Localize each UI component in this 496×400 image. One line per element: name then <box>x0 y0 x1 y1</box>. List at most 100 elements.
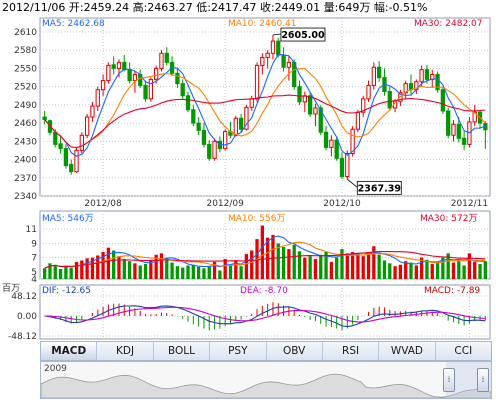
tab-boll[interactable]: BOLL <box>154 342 211 360</box>
candle-body <box>361 98 366 113</box>
volume-bar <box>74 261 79 279</box>
volume-bar <box>308 256 312 279</box>
volume-bar <box>69 267 73 279</box>
volume-bar <box>239 266 243 279</box>
price-y-tick: 2550 <box>14 64 37 74</box>
volume-bar <box>313 259 318 279</box>
candle-body <box>371 66 376 86</box>
candle-body <box>265 52 270 59</box>
navigator-left-handle[interactable]: ⁞ <box>443 368 455 392</box>
volume-bar <box>250 250 254 279</box>
candle-body <box>435 74 440 91</box>
tab-rsi[interactable]: RSI <box>323 342 380 360</box>
x-tick-label: 2012/10 <box>323 199 361 209</box>
candle-body <box>185 95 191 111</box>
candle-body <box>207 143 212 159</box>
volume-bar <box>96 255 100 279</box>
volume-bar <box>345 253 349 279</box>
dif-label: DIF: -12.65 <box>42 286 91 296</box>
volume-bar <box>218 270 222 279</box>
volume-y-tick: 7 <box>31 254 37 264</box>
candle-body <box>329 139 334 148</box>
volume-bar <box>106 247 111 279</box>
volume-bar <box>297 251 302 279</box>
candle-body <box>58 143 63 150</box>
volume-bar <box>112 250 116 279</box>
macd-value-label: MACD: -7.89 <box>424 286 481 296</box>
candle-body <box>244 106 249 130</box>
candle-body <box>69 163 74 173</box>
candle-body <box>424 69 430 80</box>
price-ma5-line <box>44 53 486 157</box>
candle-body <box>276 40 281 56</box>
volume-bar <box>377 254 381 279</box>
indicator-tab-bar: MACD KDJ BOLL PSY OBV RSI WVAD CCI <box>40 341 492 361</box>
tab-macd[interactable]: MACD <box>41 342 98 360</box>
candle-body <box>377 66 382 79</box>
volume-ma5-line <box>44 235 486 269</box>
volume-bar <box>451 262 456 279</box>
candle-body <box>74 149 79 173</box>
candle-body <box>175 72 180 85</box>
candle-body <box>122 61 127 71</box>
candle-body <box>212 140 217 159</box>
volume-bar <box>473 261 477 279</box>
tab-psy[interactable]: PSY <box>210 342 267 360</box>
macd-y-tick: -48.12 <box>8 332 37 342</box>
volume-bar <box>446 253 450 279</box>
candle-body <box>456 123 461 139</box>
candle-body <box>95 89 100 107</box>
candle-body <box>154 67 159 80</box>
volume-bar <box>122 259 126 279</box>
volume-bar <box>372 246 376 279</box>
callout-leader-line <box>347 179 358 188</box>
volume-bar <box>260 225 264 279</box>
volume-bar <box>170 262 174 279</box>
dea-line <box>44 306 486 323</box>
candle-body <box>387 91 392 109</box>
candle-body <box>366 84 371 100</box>
time-navigator[interactable]: 2009 ⁞ ⁞ <box>40 361 492 399</box>
tab-cci[interactable]: CCI <box>454 345 473 357</box>
volume-bar <box>319 254 323 279</box>
candle-body <box>63 148 69 167</box>
candle-body <box>254 64 260 100</box>
navigator-year-label: 2009 <box>44 364 67 374</box>
volume-bar <box>393 266 397 279</box>
volume-y-tick: 4 <box>31 275 37 285</box>
volume-bar <box>414 265 418 279</box>
volume-bar <box>212 261 217 279</box>
candle-body <box>355 111 361 130</box>
candle-body <box>53 131 58 145</box>
volume-bar <box>175 266 180 279</box>
navigator-sparkline <box>41 373 491 398</box>
price-y-tick: 2580 <box>14 46 37 56</box>
volume-bar <box>404 261 408 279</box>
candle-body <box>286 61 292 68</box>
volume-bar <box>58 269 63 279</box>
volume-bar <box>435 261 440 279</box>
candle-body <box>148 78 153 100</box>
price-y-tick: 2370 <box>14 174 37 184</box>
volume-y-tick: 5 <box>31 268 37 278</box>
volume-bar <box>388 263 392 279</box>
volume-bar <box>457 261 461 279</box>
callout-box <box>356 180 402 195</box>
volume-bar <box>478 264 482 279</box>
candle-body <box>440 89 446 112</box>
volume-ma5-label: MA5: 546万 <box>42 214 94 224</box>
tab-kdj[interactable]: KDJ <box>97 342 154 360</box>
volume-bar <box>329 261 334 279</box>
candle-body <box>249 98 254 108</box>
tab-wvad[interactable]: WVAD <box>379 342 436 360</box>
volume-bar <box>398 264 403 279</box>
candle-body <box>307 95 313 115</box>
volume-bar <box>350 251 355 279</box>
tab-obv[interactable]: OBV <box>267 342 323 360</box>
volume-ma30-label: MA30: 572万 <box>420 214 478 224</box>
candle-body <box>79 134 84 151</box>
candle-body <box>419 69 424 83</box>
price-y-tick: 2490 <box>14 101 37 111</box>
navigator-right-handle[interactable]: ⁞ <box>477 368 489 392</box>
